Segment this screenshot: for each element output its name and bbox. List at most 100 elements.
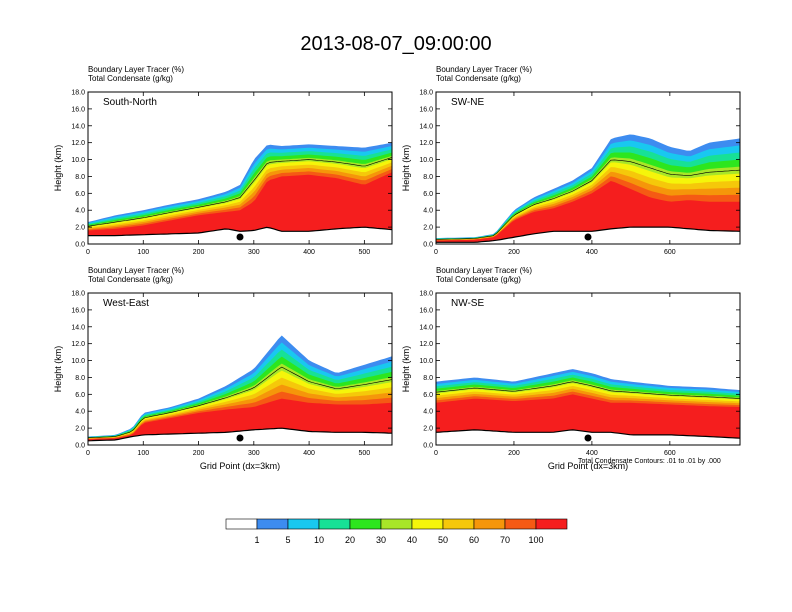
condensate-contour: [88, 366, 392, 439]
colorbar-label: 5: [285, 535, 290, 545]
panel-label: NW-SE: [451, 298, 484, 309]
y-tick-label: 2.0: [423, 426, 433, 433]
y-tick-label: 18.0: [71, 291, 85, 298]
tracer-field: [88, 142, 392, 244]
x-tick-label: 200: [508, 450, 520, 457]
y-tick-label: 4.0: [423, 208, 433, 215]
y-tick-label: 0.0: [75, 242, 85, 249]
colorbar-swatch: [442, 518, 475, 530]
y-tick-label: 6.0: [423, 392, 433, 399]
y-tick-label: 16.0: [71, 106, 85, 113]
tracer-band: [436, 394, 740, 439]
site-marker: [584, 233, 592, 241]
colorbar-swatch: [504, 518, 537, 530]
condensate-contour: [88, 157, 392, 227]
panel-sw-ne: 0.0 2.0 4.0 6.0 8.0 10.0 12.0 14.0 16.0 18.0 0 200 4…: [401, 65, 741, 256]
condensate-contour: [436, 381, 740, 399]
x-tick-label: 100: [137, 450, 149, 457]
tracer-band: [88, 172, 392, 236]
colorbar-swatch: [473, 518, 506, 530]
colorbar-label: 20: [345, 535, 355, 545]
colorbar-label: 100: [528, 535, 543, 545]
colorbar-label: 30: [376, 535, 386, 545]
x-tick-label: 200: [193, 249, 205, 256]
y-tick-label: 14.0: [71, 324, 85, 331]
colorbar-swatch: [256, 518, 289, 530]
x-tick-label: 0: [434, 450, 438, 457]
y-tick-label: 10.0: [71, 157, 85, 164]
x-tick-label: 500: [359, 249, 371, 256]
x-tick-label: 400: [303, 450, 315, 457]
x-axis-label: Grid Point (dx=3km): [548, 461, 628, 471]
panel-subtitle-tracer: Boundary Layer Tracer (%): [436, 266, 532, 275]
y-tick-label: 2.0: [75, 426, 85, 433]
panel-west-east: 0.0 2.0 4.0 6.0 8.0 10.0 12.0 14.0 16.0 18.0 0 100 2…: [53, 266, 393, 471]
plot-frame: [87, 91, 393, 245]
contour-footnote: Total Condensate Contours: .01 to .01 by…: [578, 458, 721, 465]
plot-frame: [435, 292, 741, 446]
y-tick-label: 4.0: [423, 409, 433, 416]
y-tick-label: 8.0: [423, 375, 433, 382]
y-tick-label: 10.0: [419, 157, 433, 164]
colorbar-swatch: [318, 518, 351, 530]
x-tick-label: 300: [248, 249, 260, 256]
site-marker: [236, 434, 244, 442]
colorbar-swatch: [287, 518, 320, 530]
tracer-field: [88, 335, 392, 445]
y-axis-label: Height (km): [53, 346, 63, 393]
y-tick-label: 12.0: [71, 341, 85, 348]
condensate-contour: [436, 159, 740, 240]
y-tick-label: 8.0: [75, 174, 85, 181]
y-tick-label: 18.0: [71, 90, 85, 97]
terrain-line: [436, 226, 740, 243]
colorbar-swatch: [380, 518, 413, 530]
y-tick-label: 16.0: [419, 307, 433, 314]
y-tick-label: 14.0: [419, 324, 433, 331]
panel-label: West-East: [103, 298, 149, 309]
plot-frame: [87, 292, 393, 446]
panel-subtitle-condensate: Total Condensate (g/kg): [88, 275, 173, 284]
y-tick-label: 0.0: [75, 443, 85, 450]
panel-south-north: 0.0 2.0 4.0 6.0 8.0 10.0 12.0 14.0 16.0 18.0 0 100 2…: [53, 65, 393, 256]
y-tick-label: 14.0: [71, 123, 85, 130]
y-tick-label: 6.0: [75, 392, 85, 399]
terrain-line: [436, 429, 740, 439]
x-tick-label: 0: [86, 249, 90, 256]
colorbar-swatch: [535, 518, 568, 530]
y-tick-label: 18.0: [419, 90, 433, 97]
y-tick-label: 8.0: [423, 174, 433, 181]
y-tick-label: 4.0: [75, 409, 85, 416]
panel-subtitle-tracer: Boundary Layer Tracer (%): [88, 266, 184, 275]
colorbar-swatch: [225, 518, 258, 530]
panel-subtitle-condensate: Total Condensate (g/kg): [88, 74, 173, 83]
x-tick-label: 0: [434, 249, 438, 256]
x-tick-label: 400: [586, 450, 598, 457]
y-tick-label: 8.0: [75, 375, 85, 382]
y-tick-label: 12.0: [419, 341, 433, 348]
colorbar-label: 40: [407, 535, 417, 545]
colorbar-label: 70: [500, 535, 510, 545]
y-tick-label: 16.0: [71, 307, 85, 314]
panel-subtitle-condensate: Total Condensate (g/kg): [436, 275, 521, 284]
panel-subtitle-tracer: Boundary Layer Tracer (%): [436, 65, 532, 74]
panels: 0.0 2.0 4.0 6.0 8.0 10.0 12.0 14.0 16.0 18.0 0 100 2…: [53, 65, 741, 471]
y-tick-label: 18.0: [419, 291, 433, 298]
y-tick-label: 0.0: [423, 242, 433, 249]
x-tick-label: 200: [508, 249, 520, 256]
y-axis-label: Height (km): [401, 346, 411, 393]
terrain-line: [88, 226, 392, 237]
panel-label: SW-NE: [451, 97, 484, 108]
x-tick-label: 500: [359, 450, 371, 457]
y-tick-label: 4.0: [75, 208, 85, 215]
panel-subtitle-condensate: Total Condensate (g/kg): [436, 74, 521, 83]
tracer-field: [436, 369, 740, 445]
colorbar-label: 10: [314, 535, 324, 545]
panel-subtitle-tracer: Boundary Layer Tracer (%): [88, 65, 184, 74]
y-tick-label: 10.0: [419, 358, 433, 365]
y-tick-label: 12.0: [71, 140, 85, 147]
colorbar-label: 60: [469, 535, 479, 545]
y-tick-label: 2.0: [423, 225, 433, 232]
y-axis-label: Height (km): [401, 145, 411, 192]
colorbar-label: 50: [438, 535, 448, 545]
